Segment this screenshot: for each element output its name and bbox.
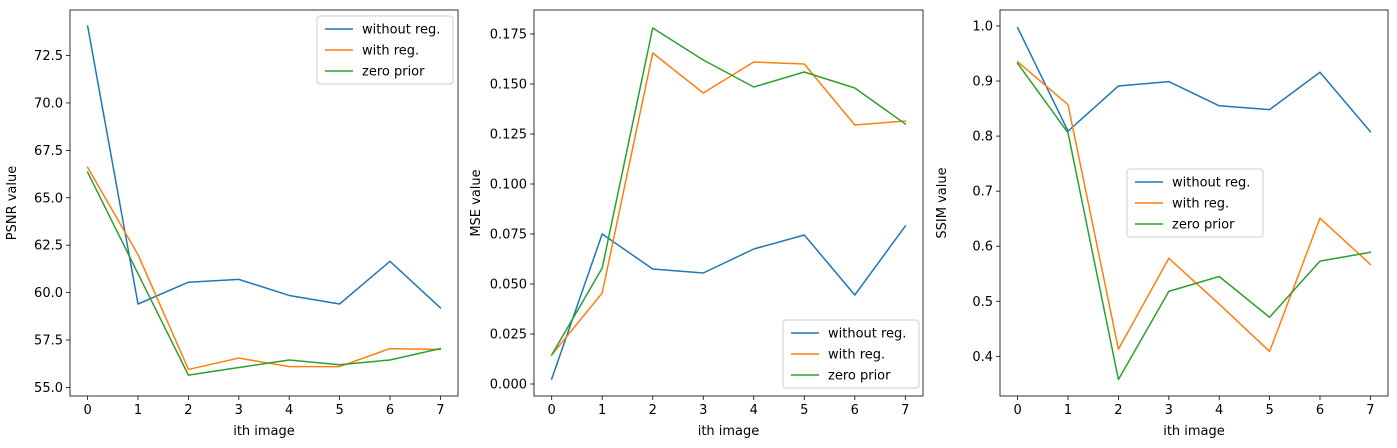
y-tick-label: 0.8 xyxy=(972,130,993,145)
x-tick-label: 1 xyxy=(134,403,142,418)
x-axis-label: ith image xyxy=(233,424,295,439)
y-tick-label: 0.9 xyxy=(972,75,993,90)
y-tick-label: 67.5 xyxy=(34,144,63,159)
y-tick-label: 70.0 xyxy=(34,96,63,111)
series-line-1 xyxy=(1016,26,1372,133)
legend-box xyxy=(782,319,920,389)
x-tick-label: 5 xyxy=(800,403,808,418)
y-tick-label: 1.0 xyxy=(972,19,993,34)
y-tick-label: 0.5 xyxy=(972,295,993,310)
series-line-1 xyxy=(550,224,907,380)
legend-label-3: zero prior xyxy=(1172,218,1235,233)
series-line-1 xyxy=(86,25,442,309)
y-tick-label: 0.125 xyxy=(490,128,527,143)
x-tick-label: 7 xyxy=(1366,403,1374,418)
axes-frame xyxy=(533,9,924,397)
axes-frame xyxy=(69,9,459,397)
x-tick-label: 7 xyxy=(436,403,444,418)
x-axis-label: ith image xyxy=(1163,424,1225,439)
x-tick-label: 1 xyxy=(1064,403,1072,418)
series-line-3 xyxy=(1016,62,1372,381)
y-tick-label: 0.150 xyxy=(490,78,527,93)
axes-frame xyxy=(999,9,1389,397)
x-tick-label: 3 xyxy=(699,403,707,418)
series-line-2 xyxy=(550,52,907,357)
series-line-2 xyxy=(86,166,442,371)
x-tick-label: 5 xyxy=(1265,403,1273,418)
y-tick-label: 0.075 xyxy=(490,228,527,243)
x-tick-label: 0 xyxy=(548,403,556,418)
x-tick-label: 4 xyxy=(285,403,293,418)
chart-panel-2: 0 1 2 3 4 5 6 7 0.000 0.025 0.050 0.075 0.100 0.125 0.… xyxy=(469,9,924,439)
y-tick-label: 65.0 xyxy=(34,191,63,206)
y-axis-label: SSIM value xyxy=(935,167,950,238)
legend: without reg. with reg. zero prior xyxy=(316,15,454,85)
x-tick-label: 6 xyxy=(851,403,859,418)
y-tick-label: 0.7 xyxy=(972,185,993,200)
legend-label-2: with reg. xyxy=(828,348,885,363)
legend-label-1: without reg. xyxy=(1172,176,1250,191)
legend-box xyxy=(1126,168,1264,238)
y-tick-label: 60.0 xyxy=(34,286,63,301)
legend-label-2: with reg. xyxy=(1172,197,1229,212)
y-tick-label: 0.025 xyxy=(490,328,527,343)
x-tick-label: 2 xyxy=(184,403,192,418)
x-tick-label: 1 xyxy=(598,403,606,418)
x-axis-label: ith image xyxy=(698,424,760,439)
series-line-3 xyxy=(86,171,442,376)
x-tick-label: 4 xyxy=(750,403,758,418)
y-tick-label: 0.050 xyxy=(490,278,527,293)
legend-label-1: without reg. xyxy=(828,327,906,342)
y-axis-label: MSE value xyxy=(469,169,484,236)
legend: without reg. with reg. zero prior xyxy=(1126,168,1264,238)
y-tick-label: 72.5 xyxy=(34,49,63,64)
x-tick-label: 2 xyxy=(1114,403,1122,418)
y-tick-label: 0.100 xyxy=(490,178,527,193)
x-tick-label: 0 xyxy=(83,403,91,418)
chart-panel-1: 0 1 2 3 4 5 6 7 55.0 57.5 60.0 62.5 65.0 67.5 70.0 72.5… xyxy=(5,9,459,439)
y-tick-label: 55.0 xyxy=(34,381,63,396)
legend-label-3: zero prior xyxy=(362,65,425,80)
x-tick-label: 0 xyxy=(1013,403,1021,418)
x-tick-label: 6 xyxy=(386,403,394,418)
y-axis-label: PSNR value xyxy=(5,166,20,241)
y-tick-label: 0.4 xyxy=(972,350,993,365)
legend: without reg. with reg. zero prior xyxy=(782,319,920,389)
x-tick-label: 3 xyxy=(1165,403,1173,418)
chart-panel-3: 0 1 2 3 4 5 6 7 0.4 0.5 0.6 0.7 0.8 0.9 1.0 ith image SS… xyxy=(935,9,1389,439)
x-tick-label: 2 xyxy=(649,403,657,418)
series-line-3 xyxy=(550,27,907,357)
x-tick-label: 6 xyxy=(1316,403,1324,418)
y-tick-label: 57.5 xyxy=(34,334,63,349)
legend-label-3: zero prior xyxy=(828,369,891,384)
series-line-2 xyxy=(1016,60,1372,353)
legend-box xyxy=(316,15,454,85)
x-tick-label: 3 xyxy=(235,403,243,418)
x-tick-label: 5 xyxy=(335,403,343,418)
x-tick-label: 7 xyxy=(901,403,909,418)
y-tick-label: 0.175 xyxy=(490,28,527,43)
y-tick-label: 62.5 xyxy=(34,239,63,254)
y-tick-label: 0.6 xyxy=(972,240,993,255)
x-tick-label: 4 xyxy=(1215,403,1223,418)
y-tick-label: 0.000 xyxy=(490,378,527,393)
legend-label-1: without reg. xyxy=(362,23,440,38)
legend-label-2: with reg. xyxy=(362,44,419,59)
